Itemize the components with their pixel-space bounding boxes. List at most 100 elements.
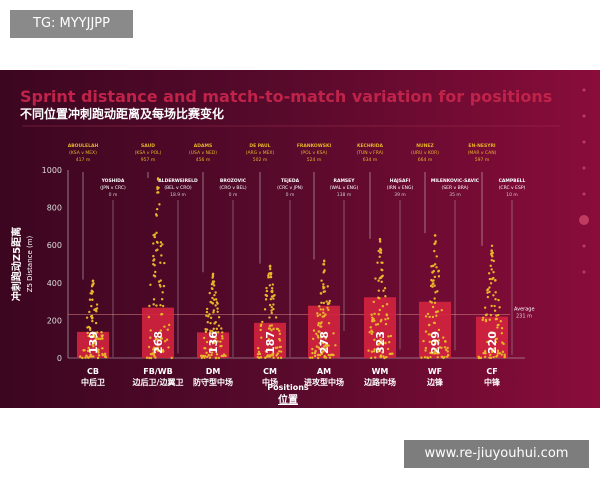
data-point <box>373 319 376 323</box>
data-point <box>322 311 325 314</box>
min-player-match: (BEL v CRO) <box>164 185 192 191</box>
data-point <box>275 327 279 331</box>
data-point <box>493 332 496 335</box>
min-player-distance: 10 m <box>506 192 518 198</box>
data-point <box>85 316 89 319</box>
data-point <box>145 356 149 359</box>
data-point <box>380 268 383 271</box>
sprint-distance-chart: Sprint distance and match-to-match varia… <box>10 87 589 406</box>
min-player-distance: 138 m <box>337 192 351 198</box>
max-player-match: (KSA v MEX) <box>69 150 97 156</box>
data-point <box>322 259 326 262</box>
site-url[interactable]: www.re-jiuyouhui.com <box>404 440 589 468</box>
data-point <box>88 355 92 358</box>
decor-dot-icon <box>582 244 586 248</box>
data-point <box>217 356 221 360</box>
min-player-match: (WAL v ENG) <box>330 185 359 191</box>
min-player-match: (JPN v CRC) <box>100 185 126 191</box>
data-point <box>96 348 100 351</box>
data-point <box>267 348 270 351</box>
data-point <box>271 283 275 286</box>
data-point <box>377 289 381 292</box>
data-point <box>93 333 96 336</box>
data-point <box>486 295 490 299</box>
data-point <box>221 331 224 334</box>
data-point <box>437 328 441 332</box>
data-point <box>257 350 261 354</box>
min-player-name: HAJSAFI <box>390 178 411 184</box>
data-point <box>148 356 151 360</box>
data-point <box>165 338 169 341</box>
data-point <box>276 352 279 355</box>
data-point <box>318 347 321 351</box>
data-point <box>381 351 384 354</box>
data-point <box>170 356 173 360</box>
data-point <box>378 240 382 243</box>
data-point <box>374 323 378 326</box>
data-point <box>214 291 217 294</box>
data-point <box>154 249 158 252</box>
data-point <box>316 314 320 318</box>
data-point <box>96 356 100 360</box>
data-point <box>269 264 272 268</box>
data-point <box>315 332 318 335</box>
data-point <box>278 329 281 332</box>
data-point <box>150 352 153 356</box>
data-point <box>486 291 489 294</box>
decor-dot-icon <box>582 88 586 92</box>
min-player-match: (IRN v ENG) <box>387 185 414 191</box>
data-point <box>324 337 328 340</box>
data-point <box>212 311 215 314</box>
data-point <box>494 340 498 344</box>
data-point <box>217 324 221 327</box>
data-point <box>324 347 327 350</box>
data-point <box>438 346 442 349</box>
max-player-match: (MAR v CAN) <box>468 150 497 156</box>
chart-title: Sprint distance and match-to-match varia… <box>20 87 552 106</box>
data-point <box>323 354 327 358</box>
data-point <box>481 318 484 322</box>
data-point <box>434 240 437 243</box>
data-point <box>316 353 320 357</box>
data-point <box>309 356 312 360</box>
min-player-name: RAMSEY <box>334 178 356 184</box>
data-point <box>206 355 209 359</box>
data-point <box>97 337 100 340</box>
data-point <box>373 338 376 341</box>
data-point <box>101 353 105 357</box>
data-point <box>95 310 98 313</box>
min-player-distance: 35 m <box>449 192 461 198</box>
data-point <box>312 329 316 332</box>
average-label: Average <box>514 307 535 313</box>
data-point <box>488 277 492 281</box>
data-point <box>270 290 273 293</box>
data-point <box>211 274 215 277</box>
data-point <box>324 356 328 359</box>
data-point <box>385 302 389 306</box>
data-point <box>90 317 94 320</box>
x-category-label-cn: 中锋 <box>484 377 501 387</box>
data-point <box>221 337 224 340</box>
data-point <box>377 313 380 316</box>
min-player-distance: 0 m <box>109 192 118 198</box>
data-point <box>209 332 212 335</box>
data-point <box>327 344 330 347</box>
data-point <box>316 356 320 360</box>
data-point <box>154 338 158 341</box>
bar <box>142 307 174 358</box>
data-point <box>379 354 383 357</box>
max-player-name: KECHRIDA <box>357 143 384 149</box>
data-point <box>313 354 317 358</box>
data-point <box>256 346 260 350</box>
data-point <box>377 296 380 299</box>
data-point <box>332 332 335 335</box>
data-point <box>434 348 438 351</box>
y-tick-label: 1000 <box>42 166 62 175</box>
decor-dot-icon <box>582 140 586 144</box>
data-point <box>321 332 324 335</box>
data-point <box>208 313 211 316</box>
bar-value-label: 268 <box>152 331 165 354</box>
data-point <box>210 351 214 354</box>
data-point <box>500 326 504 330</box>
data-point <box>200 356 204 360</box>
